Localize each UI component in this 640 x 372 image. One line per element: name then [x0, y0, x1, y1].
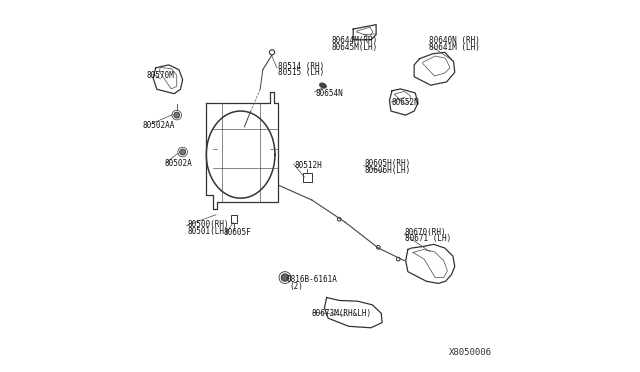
Text: 80515 (LH): 80515 (LH)	[278, 68, 324, 77]
Text: 80673M(RH&LH): 80673M(RH&LH)	[312, 309, 372, 318]
Text: 80606H(LH): 80606H(LH)	[364, 166, 410, 175]
Text: (2): (2)	[290, 282, 303, 291]
Text: 80605H(RH): 80605H(RH)	[364, 159, 410, 169]
Text: 80570M: 80570M	[147, 71, 174, 80]
Bar	[303, 173, 312, 182]
Text: 80502A: 80502A	[165, 159, 193, 169]
Text: 80645M(LH): 80645M(LH)	[331, 43, 378, 52]
Circle shape	[174, 112, 180, 118]
Text: 0816B-6161A: 0816B-6161A	[287, 275, 338, 283]
Text: 80654N: 80654N	[316, 89, 343, 98]
Text: 80640N (RH): 80640N (RH)	[429, 36, 480, 45]
Text: 80605F: 80605F	[223, 228, 251, 237]
Text: 80641M (LH): 80641M (LH)	[429, 43, 480, 52]
Text: 80671 (LH): 80671 (LH)	[405, 234, 451, 243]
Text: 80512H: 80512H	[294, 161, 322, 170]
Text: 80670(RH): 80670(RH)	[405, 228, 447, 237]
Text: 80501(LH): 80501(LH)	[187, 227, 228, 235]
Text: 80514 (RH): 80514 (RH)	[278, 61, 324, 71]
Circle shape	[180, 149, 186, 155]
Circle shape	[281, 274, 289, 281]
Text: 80652N: 80652N	[392, 99, 420, 108]
Text: 80502AA: 80502AA	[143, 121, 175, 129]
Text: 80500(RH): 80500(RH)	[187, 220, 228, 229]
Ellipse shape	[319, 83, 326, 88]
Text: X8050006: X8050006	[449, 347, 492, 357]
Bar	[230, 215, 237, 223]
Text: 80644M(RH): 80644M(RH)	[331, 36, 378, 45]
